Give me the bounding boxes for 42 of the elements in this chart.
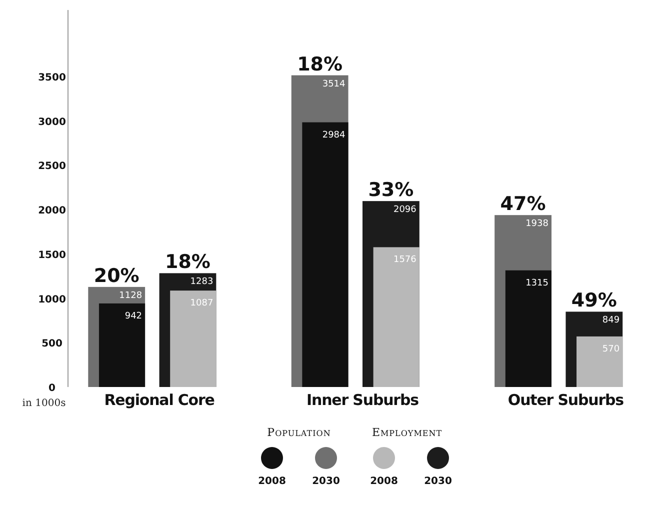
y-tick-label: 0 [48,383,56,394]
y-tick-label: 500 [42,338,62,350]
bar [170,290,216,387]
legend-label: 2030 [312,476,340,487]
y-tick-label: 1500 [38,250,66,261]
data-label: 1315 [526,278,548,288]
data-label: 2096 [393,205,417,216]
y-axis-title: in 1000s [22,398,66,409]
data-label: 2984 [322,130,346,140]
y-tick-label: 3500 [38,72,66,84]
bar [98,303,146,387]
legend-label: 2030 [424,476,452,487]
annotation: 18% [164,251,210,274]
data-label: 570 [602,344,620,354]
data-label: 942 [124,311,142,322]
data-label: 1128 [119,290,142,301]
data-label: 1087 [190,298,214,309]
x-tick-label: Inner Suburbs [306,391,420,409]
data-label: 1576 [393,255,417,266]
x-tick-label: Regional Core [104,391,215,409]
annotation: 49% [571,290,617,312]
y-tick-label: 3000 [38,116,66,128]
text: Population [267,426,331,439]
x-tick-label: Outer Suburbs [508,391,624,409]
annotation: 20% [94,264,140,287]
bar [576,336,623,387]
data-label: 849 [602,316,620,326]
y-tick-label: 1000 [38,294,66,306]
legend-label: 2008 [370,476,398,487]
y-tick-label: 2000 [38,206,66,217]
data-label: 3514 [322,79,346,90]
annotation: 18% [297,53,343,76]
annotation: 47% [500,193,546,216]
annotation: 33% [368,179,414,202]
data-label: 1938 [526,219,549,230]
legend-label: 2008 [258,476,286,487]
bar [505,270,552,387]
data-label: 1283 [190,277,214,288]
text: Employment [372,426,442,439]
bar [302,122,348,387]
bar [373,247,420,387]
y-tick-label: 2500 [38,161,66,172]
